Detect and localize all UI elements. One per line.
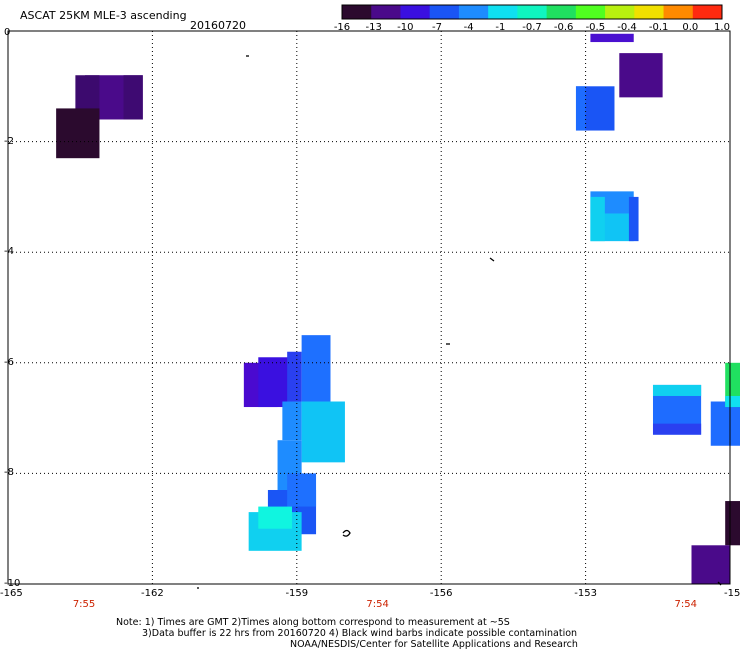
data-cell-6 [575,86,586,131]
colorbar-tick-label: -0.4 [617,22,637,33]
data-cell-26 [710,401,740,446]
gridlines [8,31,730,584]
note-line-1: Note: 1) Times are GMT 2)Times along bot… [116,617,510,628]
y-tick-label: 0 [4,27,11,38]
data-cell-20 [287,473,317,507]
colorbar-swatch-6 [517,5,548,19]
x-tick-label: -156 [429,588,453,599]
data-cell-30 [691,545,730,584]
colorbar-tick-label: -4 [463,22,474,33]
y-tick-label: -4 [4,246,14,258]
y-tick-label: -10 [4,578,21,589]
x-tick-label: -150 [724,588,740,599]
colorbar-swatch-8 [575,5,606,19]
x-tick-label: -159 [285,588,309,599]
data-cells [56,33,740,584]
y-tick-label: -2 [4,135,14,147]
wind-barbs [197,55,722,589]
data-cell-11 [628,196,639,242]
colorbar-tick-label: -0.1 [648,22,669,33]
colorbar-swatch-3 [429,5,460,19]
colorbar-swatch-9 [605,5,635,19]
colorbar-swatch-0 [342,5,372,19]
colorbar-tick-label: -0.5 [585,22,606,33]
data-cell-14 [287,351,302,402]
chart-title: ASCAT 25KM MLE-3 ascending [20,9,187,22]
colorbar-swatch-1 [371,5,401,19]
colorbar-swatch-5 [488,5,518,19]
colorbar-tick-label: -7 [432,22,442,33]
time-label: 7:55 [72,599,96,610]
data-cell-7 [590,33,634,43]
colorbar-swatch-2 [400,5,431,19]
x-tick-label: -153 [574,588,597,599]
colorbar-tick-label: -1 [495,22,506,33]
colorbar [341,4,723,20]
colorbar-swatch-12 [692,5,723,19]
data-cell-29 [725,501,740,546]
colorbar-frame [341,4,723,20]
note-line-3: NOAA/NESDIS/Center for Satellite Applica… [290,639,578,650]
colorbar-tick-label: -13 [365,22,382,33]
time-label: 7:54 [366,599,389,610]
colorbar-tick-label: 0.0 [682,22,699,33]
data-cell-10 [590,196,605,242]
colorbar-swatch-7 [546,5,577,19]
note-line-2: 3)Data buffer is 22 hrs from 20160720 4)… [142,628,578,639]
data-cell-4 [619,53,663,98]
colorbar-tick-label: -0.6 [553,22,574,33]
data-cell-13 [258,357,292,408]
data-cell-28 [725,395,740,408]
colorbar-swatch-4 [458,5,489,19]
plot-frame [7,30,731,585]
colorbar-tick-label: -16 [333,22,351,33]
colorbar-tick-label: -10 [397,22,414,33]
data-cell-3 [56,108,100,159]
data-cell-15 [301,335,331,402]
colorbar-tick-label: -0.7 [522,22,542,33]
time-label: 7:54 [674,599,697,610]
colorbar-tick-label: 1.0 [714,22,730,33]
colorbar-swatch-10 [634,5,665,19]
data-cell-2 [123,75,143,120]
x-tick-label: -165 [0,588,23,599]
x-tick-label: -162 [141,588,164,599]
y-tick-label: -8 [4,467,14,479]
data-cell-17 [301,401,345,463]
data-cell-27 [725,362,740,408]
y-tick-label: -6 [4,356,14,368]
colorbar-swatch-11 [663,5,694,19]
data-cell-25 [652,384,702,396]
chart-date: 20160720 [190,19,246,32]
data-cell-24 [652,423,702,435]
data-cell-16 [282,401,302,441]
data-cell-22 [258,506,292,529]
